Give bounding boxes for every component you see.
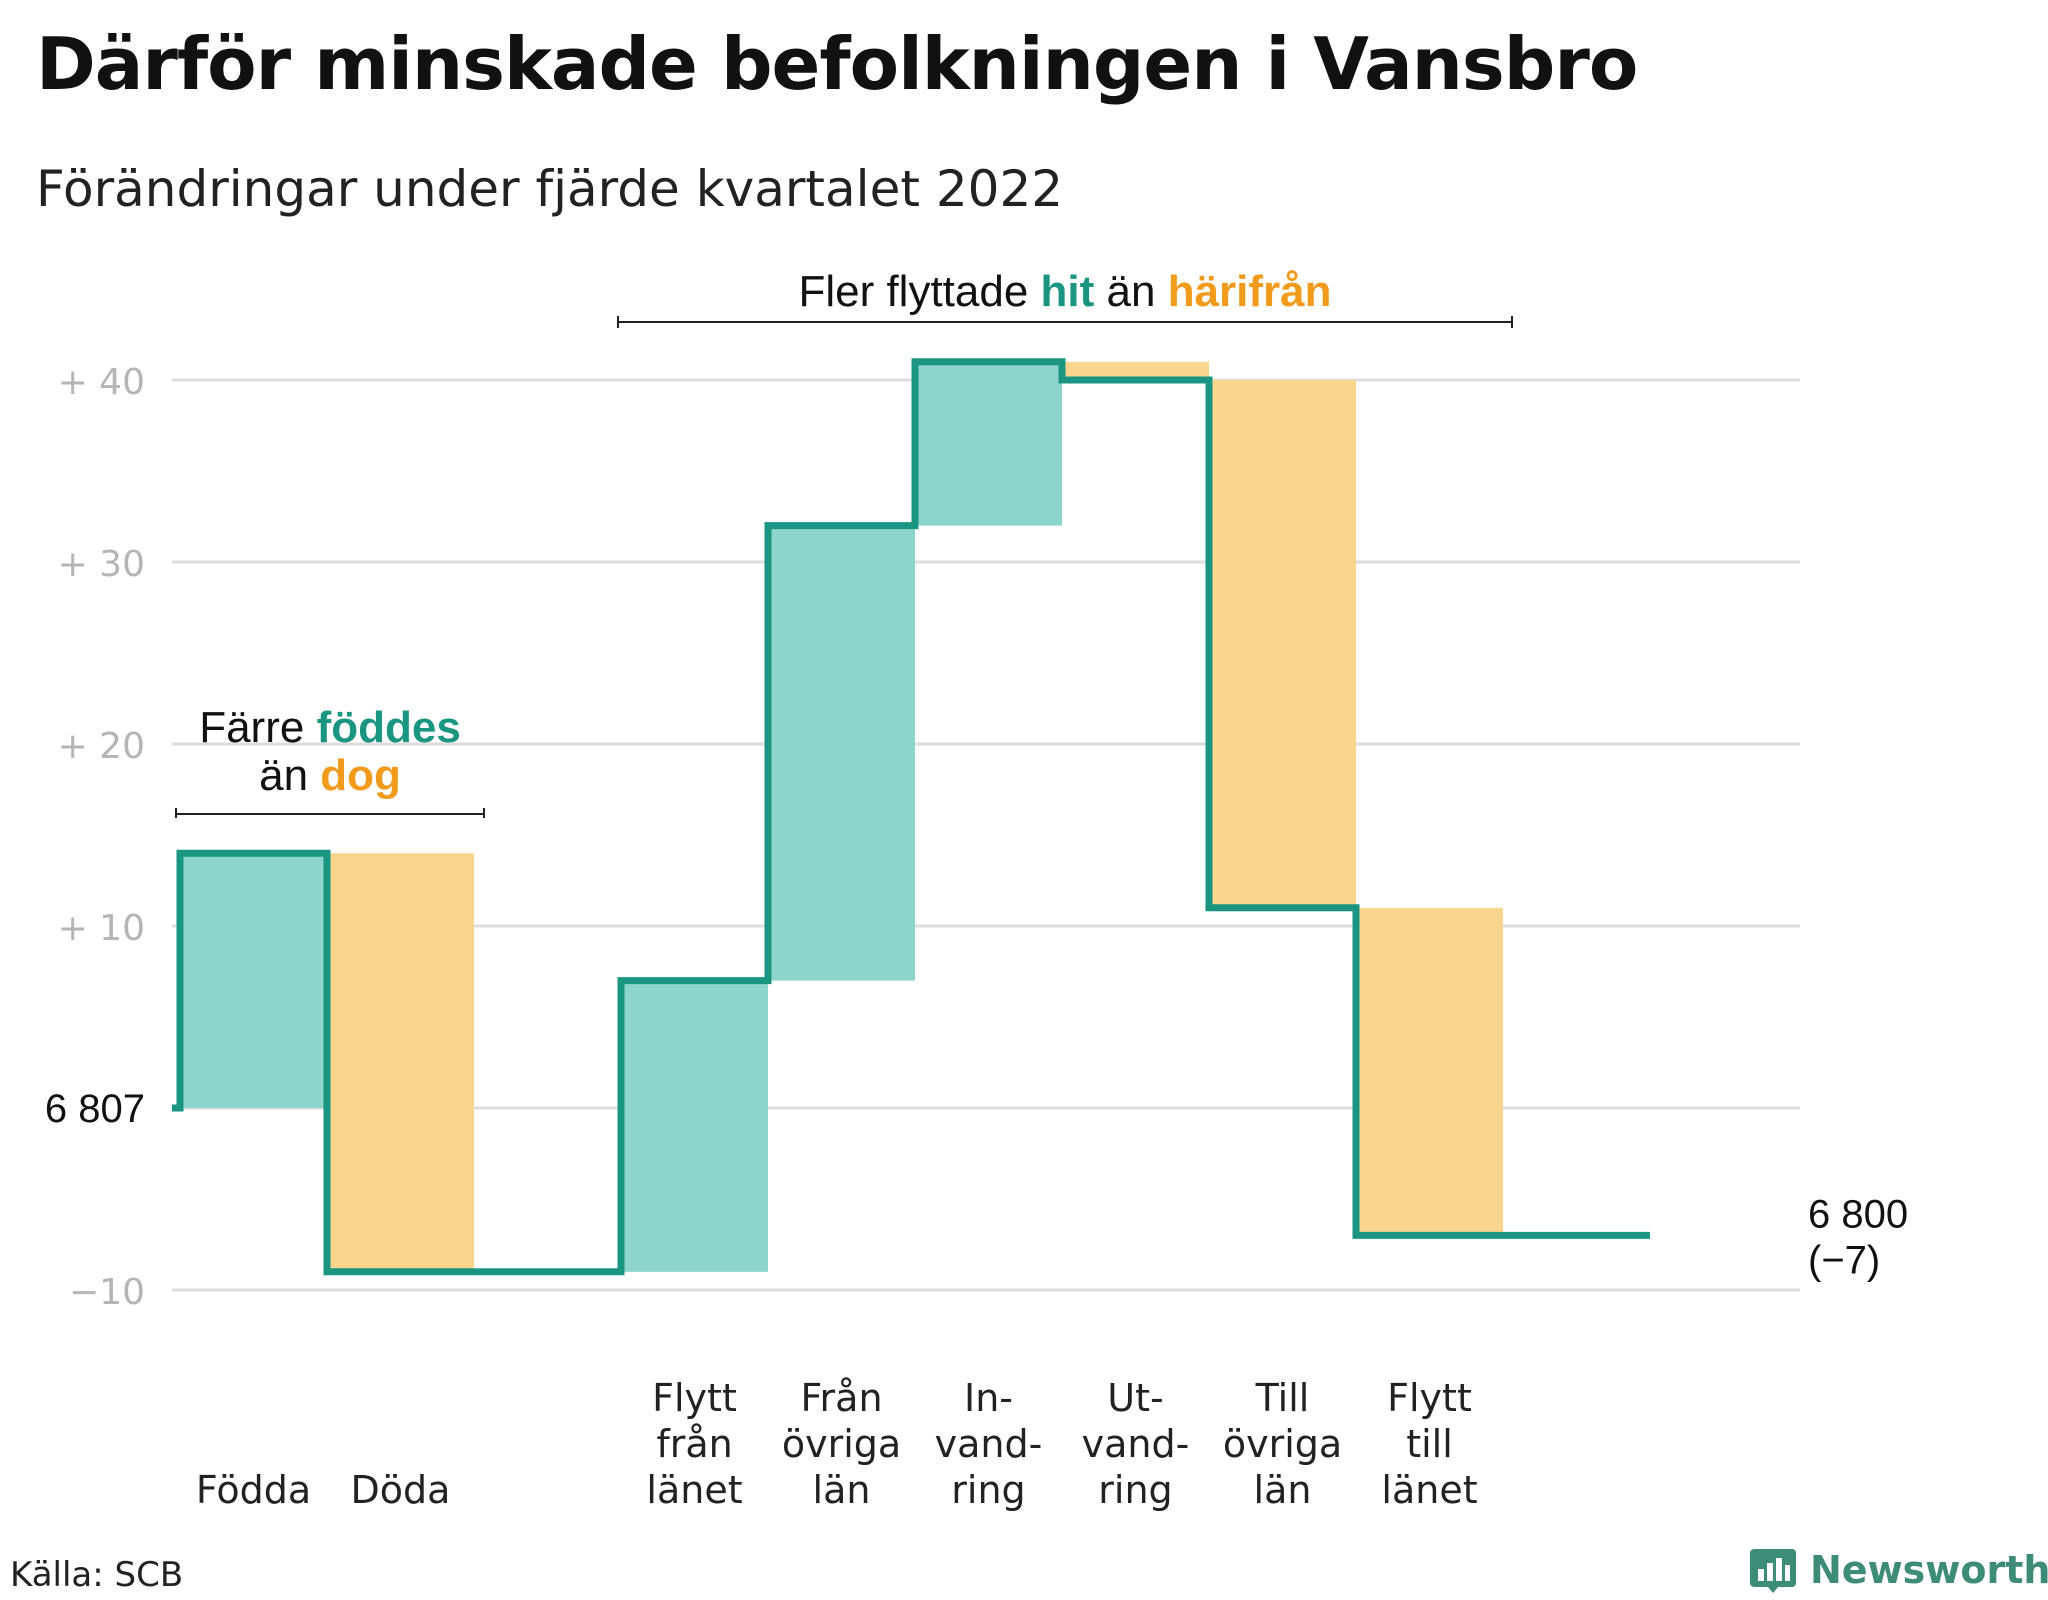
end-change-label: (−7) [1808,1238,1880,1282]
decrease-bar [1356,907,1503,1236]
annotation-part: Fler flyttade [798,267,1040,316]
category-label: vand- [1082,1422,1190,1466]
y-tick-label: + 30 [58,544,145,585]
annotation-part: hit [1041,267,1095,316]
brand: Newsworthy [1748,1545,2048,1595]
source-note: Källa: SCB [10,1555,184,1595]
y-tick-label: + 40 [58,362,145,403]
category-label: övriga [1223,1422,1342,1466]
chart-subtitle: Förändringar under fjärde kvartalet 2022 [36,160,1064,218]
birth-death-annotation-line2: än dog [259,751,401,800]
baseline-label: 6 807 [45,1087,145,1131]
category-label: ring [1098,1468,1172,1512]
annotation-part: än [259,751,320,800]
category-label: ring [951,1468,1025,1512]
category-label: Födda [196,1468,311,1512]
migration-annotation: Fler flyttade hit än härifrån [798,267,1331,316]
category-label: Från [800,1376,882,1420]
category-label: län [1254,1468,1312,1512]
decrease-bar [1209,380,1356,908]
category-label: övriga [782,1422,901,1466]
y-tick-label: + 10 [58,908,145,949]
category-label: län [813,1468,871,1512]
category-label: Döda [351,1468,451,1512]
migration-bracket [617,316,1513,328]
increase-bar [621,980,768,1272]
category-label: In- [964,1376,1013,1420]
decrease-bar [1062,361,1209,380]
birth-death-bracket [175,808,485,818]
y-tick-label: + 20 [58,726,145,767]
category-label: Till [1255,1376,1310,1420]
decrease-bar [327,853,474,1272]
category-label: vand- [935,1422,1043,1466]
annotation-part: dog [320,751,401,800]
annotation-part: föddes [317,703,461,752]
increase-bar [915,361,1062,526]
increase-bar [768,525,915,981]
newsworthy-logo-icon [1750,1549,1796,1593]
category-label: länet [1381,1468,1477,1512]
chart-title: Därför minskade befolkningen i Vansbro [36,22,1638,106]
increase-bar [180,853,327,1108]
end-value-label: 6 800 [1808,1192,1908,1236]
population-step-line [172,358,1650,1276]
category-label: från [656,1422,732,1466]
category-label: Flytt [1387,1376,1472,1420]
category-label: länet [646,1468,742,1512]
annotation-part: härifrån [1168,267,1332,316]
brand-name: Newsworthy [1810,1548,2048,1592]
category-label: till [1406,1422,1453,1466]
category-label: Flytt [652,1376,737,1420]
y-tick-label: −10 [69,1272,145,1313]
birth-death-annotation-line1: Färre föddes [199,703,461,752]
category-label: Ut- [1107,1376,1163,1420]
annotation-part: Färre [199,703,316,752]
annotation-part: än [1094,267,1167,316]
